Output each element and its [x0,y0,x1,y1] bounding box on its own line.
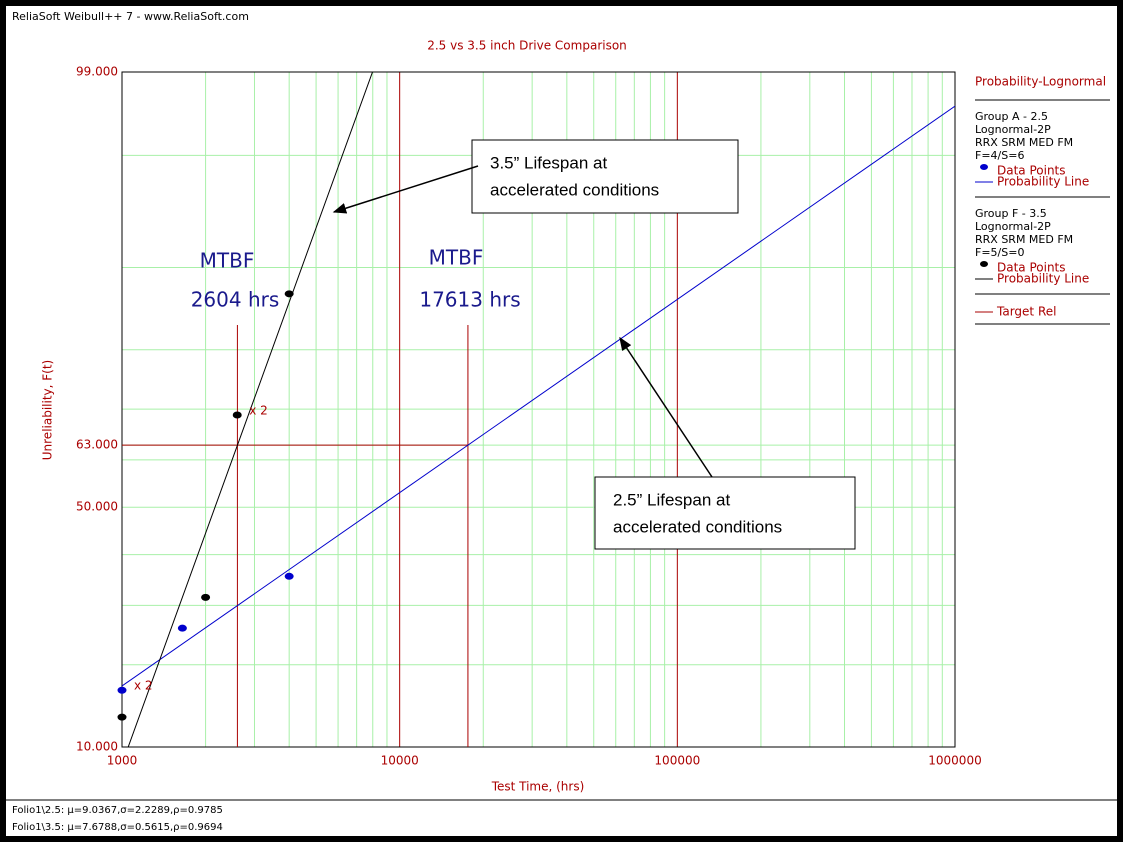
legend-label: Target Rel [996,305,1056,319]
legend-label: Probability Line [997,175,1089,189]
data-point [117,713,127,721]
x-axis-label: Test Time, (hrs) [491,780,585,794]
chart-title: 2.5 vs 3.5 inch Drive Comparison [427,39,627,53]
callout-text: accelerated conditions [613,517,782,536]
probability-line [127,72,374,747]
x-tick-label: 1000 [107,754,138,768]
legend-group: Group A - 2.5 [975,110,1048,123]
legend-label: Data Points [997,164,1066,178]
point-note: x 2 [249,403,268,417]
legend-swatch [980,261,988,267]
data-point [284,572,294,580]
legend-label: Data Points [997,261,1066,275]
legend-detail: Lognormal-2P [975,123,1051,136]
y-axis-label: Unreliability, F(t) [41,360,55,461]
annotation-text: 2604 hrs [191,288,280,312]
y-tick-label: 50.000 [76,500,118,514]
y-tick-label: 63.000 [76,438,118,452]
data-point [177,624,187,632]
data-point [201,593,211,601]
y-tick-label: 10.000 [76,740,118,754]
plot-frame [121,71,956,748]
callout-text: 3.5” Lifespan at [490,153,607,172]
header: ReliaSoft Weibull++ 7 - www.ReliaSoft.co… [12,10,249,23]
legend-title: Probability-Lognormal [975,75,1106,89]
data-point [117,686,127,694]
legend-detail: F=5/S=0 [975,246,1024,259]
footer-line: Folio1\3.5: μ=7.6788,σ=0.5615,ρ=0.9694 [12,822,223,833]
callout-arrow [332,165,479,214]
data-point [232,411,242,419]
legend-label: Probability Line [997,272,1089,286]
legend-detail: Lognormal-2P [975,220,1051,233]
y-tick-label: 99.000 [76,65,118,79]
annotation-text: 17613 hrs [419,288,520,312]
callout-box [471,139,739,214]
legend-group: Group F - 3.5 [975,207,1047,220]
legend-detail: F=4/S=6 [975,149,1024,162]
annotation-title: MTBF [200,249,255,273]
x-tick-label: 100000 [654,754,700,768]
callout-arrow [619,336,713,478]
point-note: x 2 [134,679,153,693]
probability-line [122,105,955,687]
callout-text: 2.5” Lifespan at [613,490,730,509]
footer-line: Folio1\2.5: μ=9.0367,σ=2.2289,ρ=0.9785 [12,805,223,816]
canvas [6,6,1117,836]
x-tick-label: 1000000 [928,754,981,768]
plot-area [122,72,955,747]
legend-detail: RRX SRM MED FM [975,233,1073,246]
annotation-title: MTBF [429,246,484,270]
legend-detail: RRX SRM MED FM [975,136,1073,149]
callout-text: accelerated conditions [490,180,659,199]
x-tick-label: 10000 [381,754,419,768]
legend-swatch [980,164,988,170]
callout-box [594,476,856,550]
data-point [284,290,294,298]
